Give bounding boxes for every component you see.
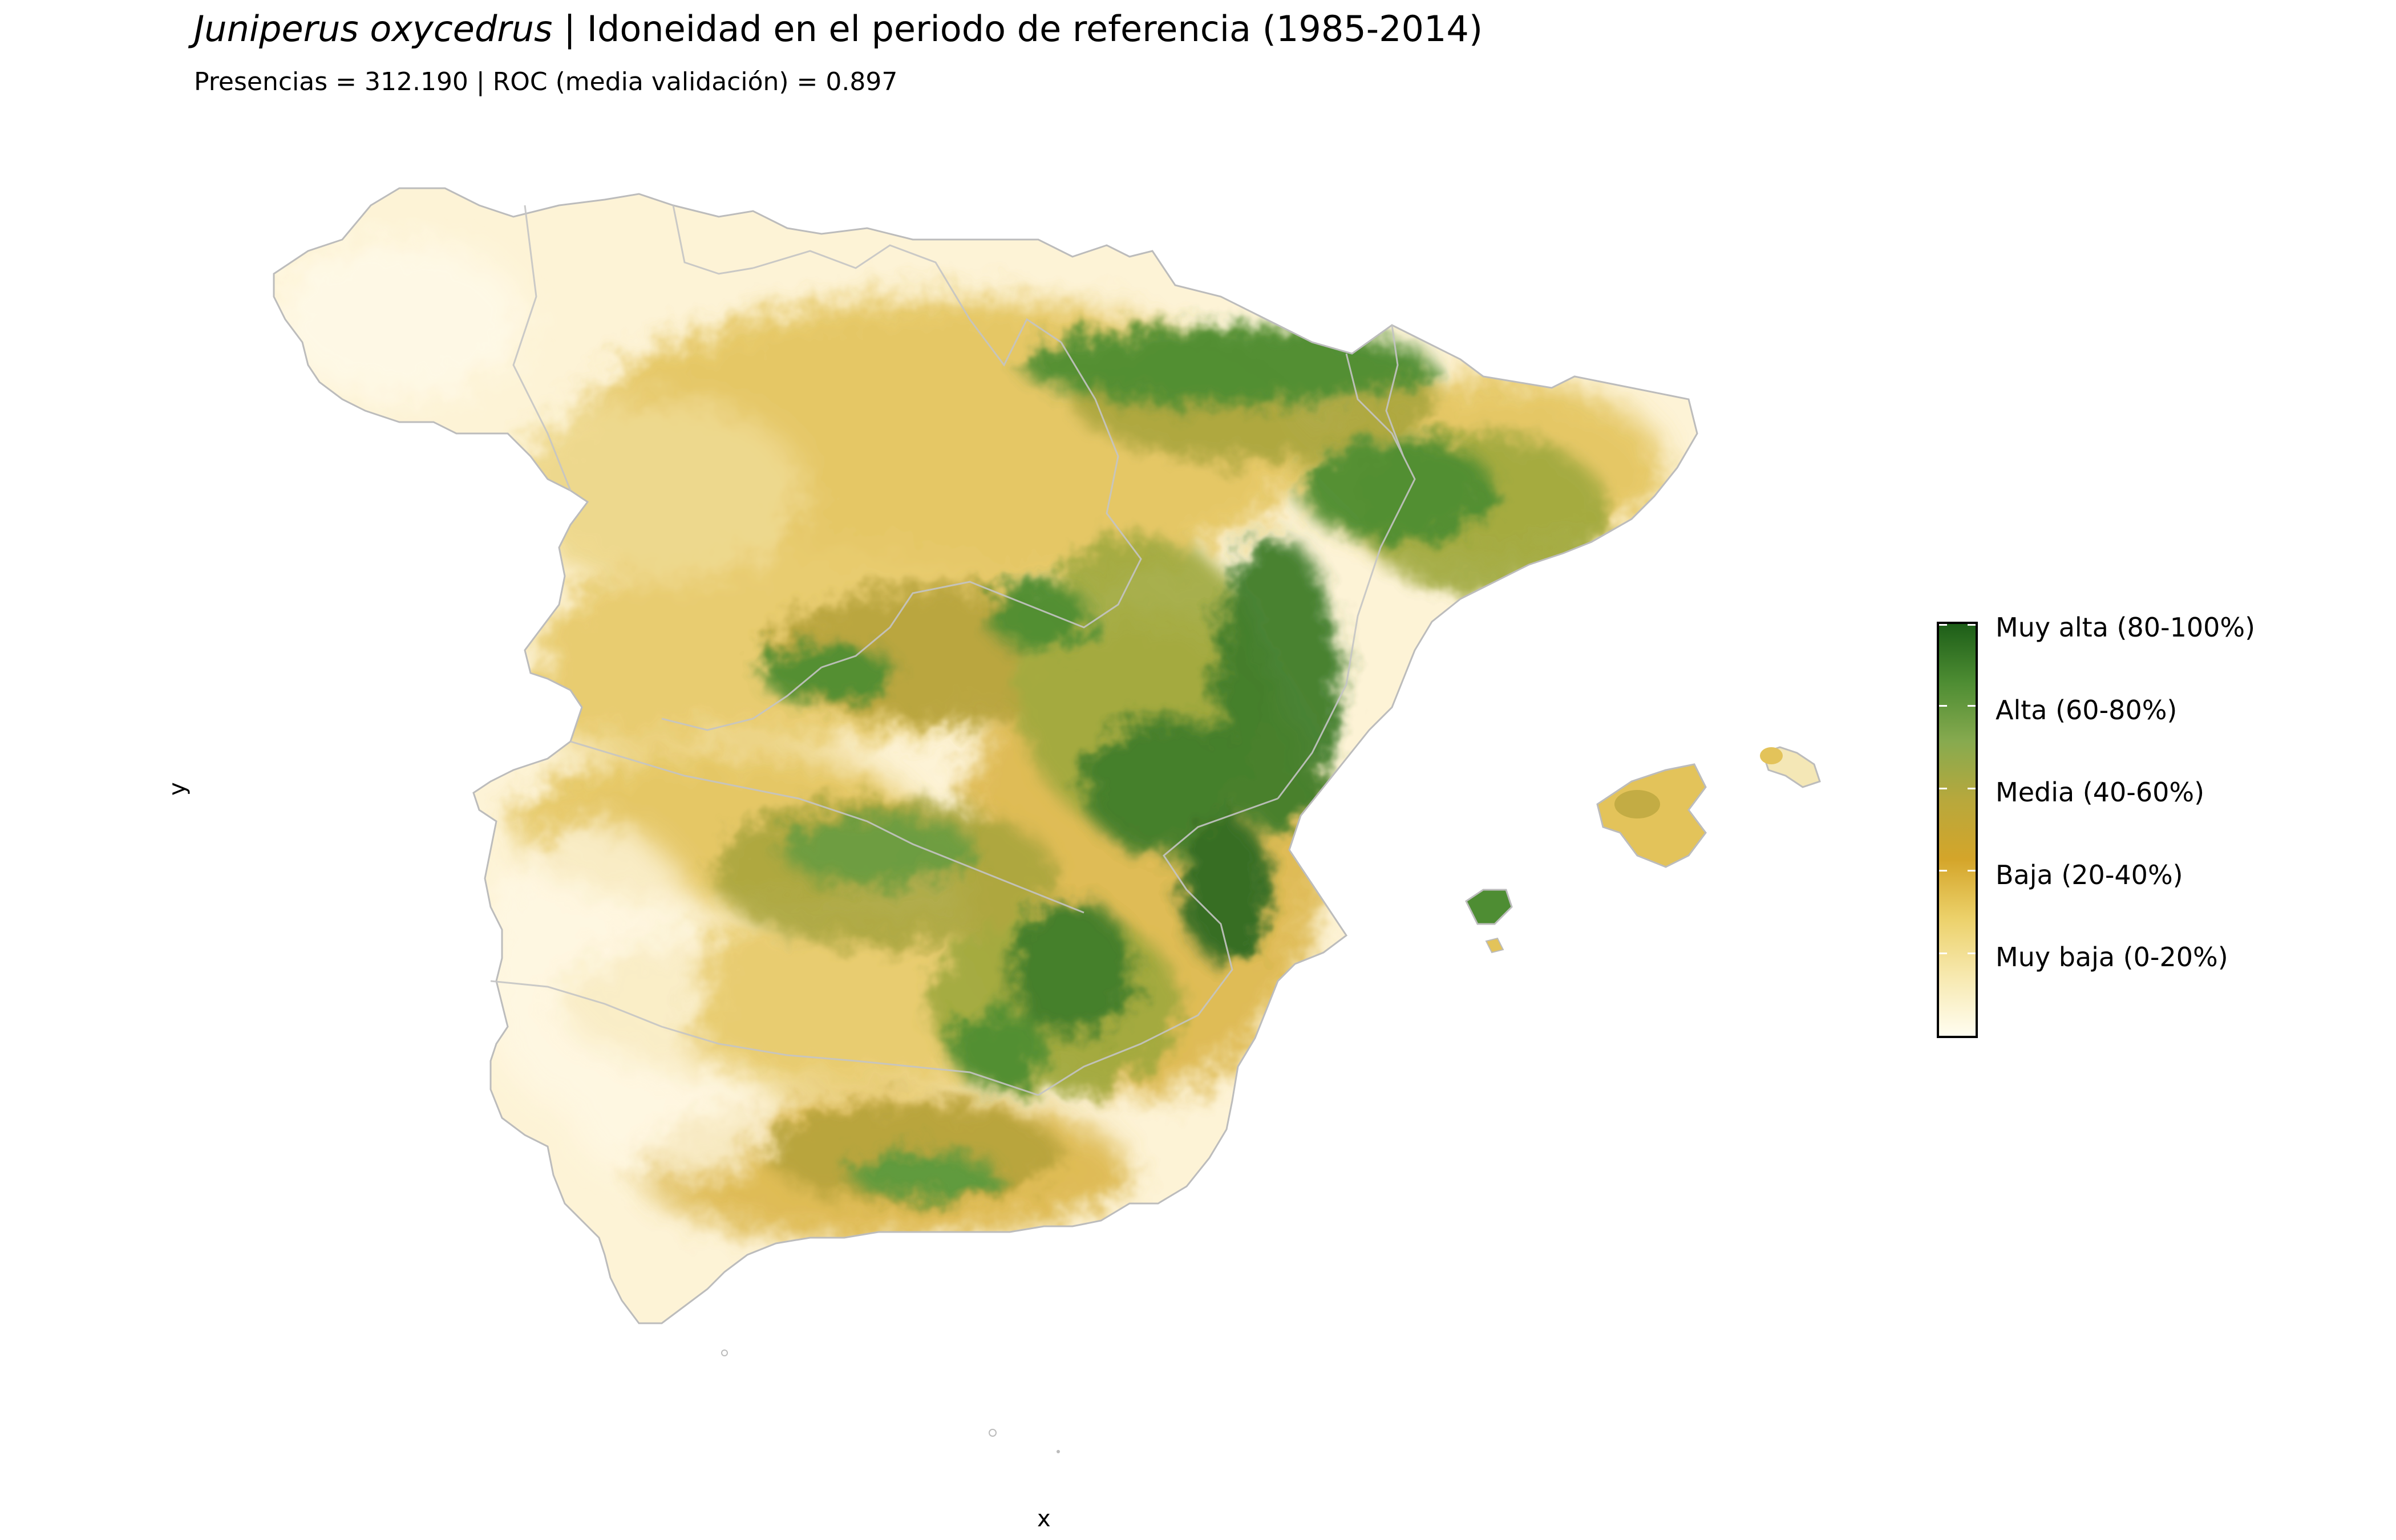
y-axis-label: y [164, 782, 191, 796]
legend-tick [1939, 624, 1947, 626]
title-species: Juniperus oxycedrus [194, 8, 553, 50]
chart-title: Juniperus oxycedrus | Idoneidad en el pe… [194, 8, 1483, 50]
legend-label-muy-alta: Muy alta (80-100%) [1996, 612, 2256, 643]
legend-label-muy-baja: Muy baja (0-20%) [1996, 942, 2228, 972]
legend-tick [1939, 788, 1947, 789]
legend-tick [1968, 870, 1976, 872]
mallorca [1596, 763, 1707, 868]
chart-subtitle: Presencias = 312.190 | ROC (media valida… [194, 67, 898, 96]
legend-tick [1968, 953, 1976, 954]
legend-tick [1939, 870, 1947, 872]
x-axis-label: x [1037, 1506, 1051, 1532]
legend-tick [1968, 788, 1976, 789]
legend-tick [1968, 624, 1976, 626]
legend-label-media: Media (40-60%) [1996, 777, 2205, 808]
legend-tick [1939, 953, 1947, 954]
legend-colorbar [1937, 622, 1978, 1038]
legend-label-alta: Alta (60-80%) [1996, 695, 2178, 726]
ibiza [1465, 889, 1513, 925]
legend-tick [1968, 705, 1976, 707]
menorca [1760, 746, 1821, 788]
legend-tick [1939, 705, 1947, 707]
legend-label-baja: Baja (20-40%) [1996, 860, 2183, 890]
formentera [1485, 937, 1504, 954]
title-text: | Idoneidad en el periodo de referencia … [552, 8, 1483, 50]
